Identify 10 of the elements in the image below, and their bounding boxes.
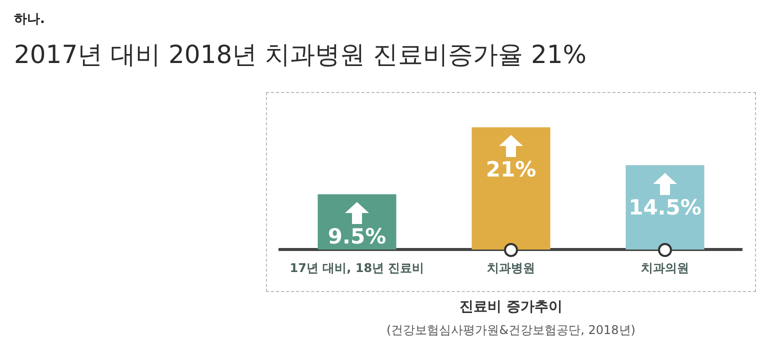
text: 진료비 증가추이	[458, 298, 564, 316]
x-tick-label: 치과병원	[487, 260, 535, 275]
text: (건강보험심사평가원&건강보험공단, 2018년)	[386, 322, 636, 339]
text: 하나.	[14, 11, 45, 28]
chart-title: 2017년 대비 2018년 치과병원 진료비증가율 21%	[14, 39, 587, 71]
x-tick-label: 치과의원	[641, 260, 689, 275]
data-label: 14.5%	[628, 196, 702, 220]
x-tick-label: 17년 대비, 18년 진료비	[290, 260, 424, 275]
data-label: 9.5%	[328, 224, 386, 249]
data-label: 21%	[486, 158, 536, 182]
